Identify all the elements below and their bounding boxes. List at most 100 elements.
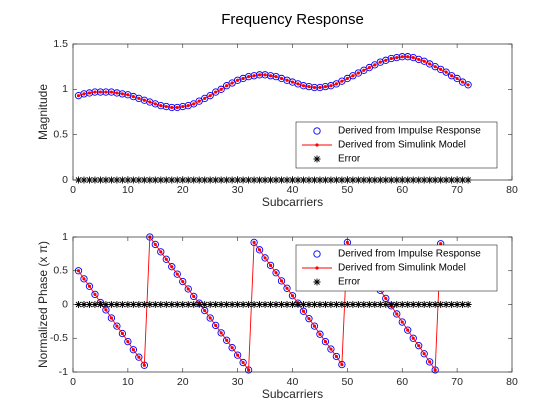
marker-dot — [274, 271, 278, 275]
marker-dot — [164, 257, 168, 261]
x-tick-label: 30 — [232, 184, 244, 196]
marker-asterisk — [250, 301, 258, 308]
marker-circle — [233, 351, 242, 359]
marker-dot — [334, 354, 338, 359]
marker-dot — [153, 102, 157, 106]
marker-asterisk — [409, 301, 417, 308]
legend-label: Derived from Impulse Response — [338, 249, 481, 260]
marker-dot — [120, 92, 124, 96]
x-tick-label: 60 — [396, 376, 408, 388]
marker-dot — [301, 84, 306, 88]
marker-dot — [312, 85, 317, 90]
marker-circle — [184, 285, 192, 293]
marker-asterisk — [267, 301, 275, 308]
marker-dot — [181, 279, 185, 284]
marker-circle — [113, 89, 121, 97]
marker-dot — [175, 272, 179, 276]
marker-asterisk — [129, 301, 137, 308]
marker-asterisk — [113, 301, 121, 308]
marker-asterisk — [448, 301, 456, 308]
marker-circle — [277, 277, 286, 285]
marker-dot — [428, 360, 432, 364]
marker-dot — [268, 263, 273, 267]
marker-dot — [257, 73, 262, 77]
x-tick-label: 40 — [287, 376, 299, 388]
marker-asterisk — [201, 301, 209, 308]
marker-dot — [137, 96, 141, 100]
marker-dot — [120, 331, 124, 336]
marker-circle — [222, 336, 231, 344]
marker-asterisk — [354, 301, 362, 308]
marker-asterisk — [157, 301, 165, 308]
marker-asterisk — [459, 301, 467, 308]
marker-circle — [283, 284, 291, 292]
marker-asterisk — [217, 301, 225, 308]
marker-asterisk — [426, 301, 434, 308]
marker-dot — [307, 85, 311, 89]
y-tick-label: 0.5 — [53, 265, 68, 277]
marker-asterisk — [206, 301, 214, 308]
marker-circle — [261, 254, 269, 262]
marker-dot — [373, 63, 377, 67]
marker-asterisk — [305, 301, 313, 308]
marker-circle — [91, 290, 99, 299]
marker-dot — [411, 336, 415, 340]
marker-dot — [115, 91, 119, 95]
marker-dot — [192, 102, 196, 106]
marker-asterisk — [349, 301, 357, 308]
marker-dot — [109, 316, 114, 320]
marker-dot — [315, 266, 319, 270]
legend-label: Derived from Impulse Response — [338, 126, 481, 137]
marker-dot — [340, 79, 344, 83]
marker-dot — [175, 105, 179, 110]
marker-circle — [244, 72, 253, 81]
marker-dot — [318, 332, 322, 336]
legend-label: Derived from Simulink Model — [338, 140, 466, 151]
marker-dot — [263, 256, 267, 260]
marker-dot — [241, 76, 245, 81]
y-tick-label: -1 — [59, 366, 68, 378]
marker-dot — [279, 279, 284, 283]
marker-dot — [400, 320, 404, 324]
marker-dot — [197, 99, 201, 103]
marker-dot — [290, 80, 295, 84]
marker-asterisk — [118, 301, 126, 308]
marker-dot — [131, 94, 135, 99]
marker-dot — [323, 340, 328, 344]
marker-dot — [307, 317, 311, 321]
marker-dot — [439, 242, 443, 246]
marker-asterisk — [398, 301, 406, 308]
x-tick-label: 20 — [177, 376, 189, 388]
marker-asterisk — [283, 301, 291, 308]
marker-circle — [85, 282, 94, 290]
x-tick-label: 40 — [287, 184, 299, 196]
marker-dot — [268, 74, 273, 78]
marker-dot — [203, 96, 207, 100]
x-tick-label: 70 — [451, 376, 463, 388]
marker-asterisk — [124, 301, 132, 308]
y-tick-label: -0.5 — [50, 332, 68, 344]
marker-circle — [387, 54, 395, 63]
marker-dot — [290, 294, 295, 298]
marker-asterisk — [173, 301, 181, 308]
marker-dot — [323, 85, 328, 89]
marker-circle — [135, 353, 143, 361]
marker-dot — [450, 74, 454, 78]
marker-dot — [192, 294, 196, 298]
marker-circle — [316, 330, 324, 338]
marker-asterisk — [415, 301, 423, 308]
marker-circle — [255, 246, 264, 254]
marker-circle — [272, 269, 280, 277]
marker-dot — [98, 90, 103, 94]
marker-dot — [362, 68, 366, 72]
marker-asterisk — [80, 301, 88, 308]
marker-circle — [266, 261, 275, 269]
marker-circle — [305, 82, 313, 91]
marker-circle — [157, 248, 165, 256]
marker-asterisk — [299, 301, 307, 308]
marker-circle — [217, 85, 225, 93]
legend-label: Derived from Simulink Model — [338, 263, 466, 274]
marker-circle — [313, 250, 321, 258]
marker-dot — [131, 348, 135, 352]
marker-dot — [93, 90, 97, 94]
